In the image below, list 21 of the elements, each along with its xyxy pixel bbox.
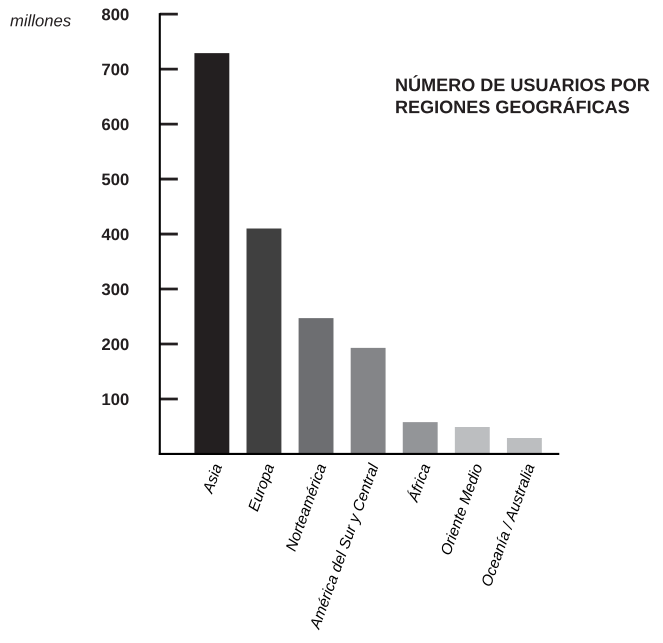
y-tick-label: 400 <box>102 228 129 240</box>
bar <box>246 228 282 454</box>
x-tick-label: Asia <box>201 462 222 495</box>
bar <box>454 427 490 454</box>
bar <box>350 348 386 454</box>
y-tick-label: 800 <box>102 8 129 20</box>
y-tick-label: 500 <box>102 173 129 186</box>
x-tick-label: África <box>404 462 431 504</box>
bar <box>506 438 542 454</box>
y-tick-label: 100 <box>102 393 129 406</box>
x-tick-label: Europa <box>248 462 278 514</box>
y-tick-label: 700 <box>102 64 129 76</box>
y-tick-label: 300 <box>102 283 129 296</box>
y-tick-label: 200 <box>102 338 129 350</box>
bar <box>194 53 230 454</box>
bar <box>402 422 438 454</box>
text: NÚMERO DE USUARIOS POR REGIONES GEOGRÁFICAS <box>396 75 650 114</box>
x-tick-label: Oriente Medio <box>440 462 483 556</box>
bar <box>298 318 334 454</box>
y-tick-label: 600 <box>102 118 129 130</box>
y-axis-title: millones <box>10 14 71 26</box>
